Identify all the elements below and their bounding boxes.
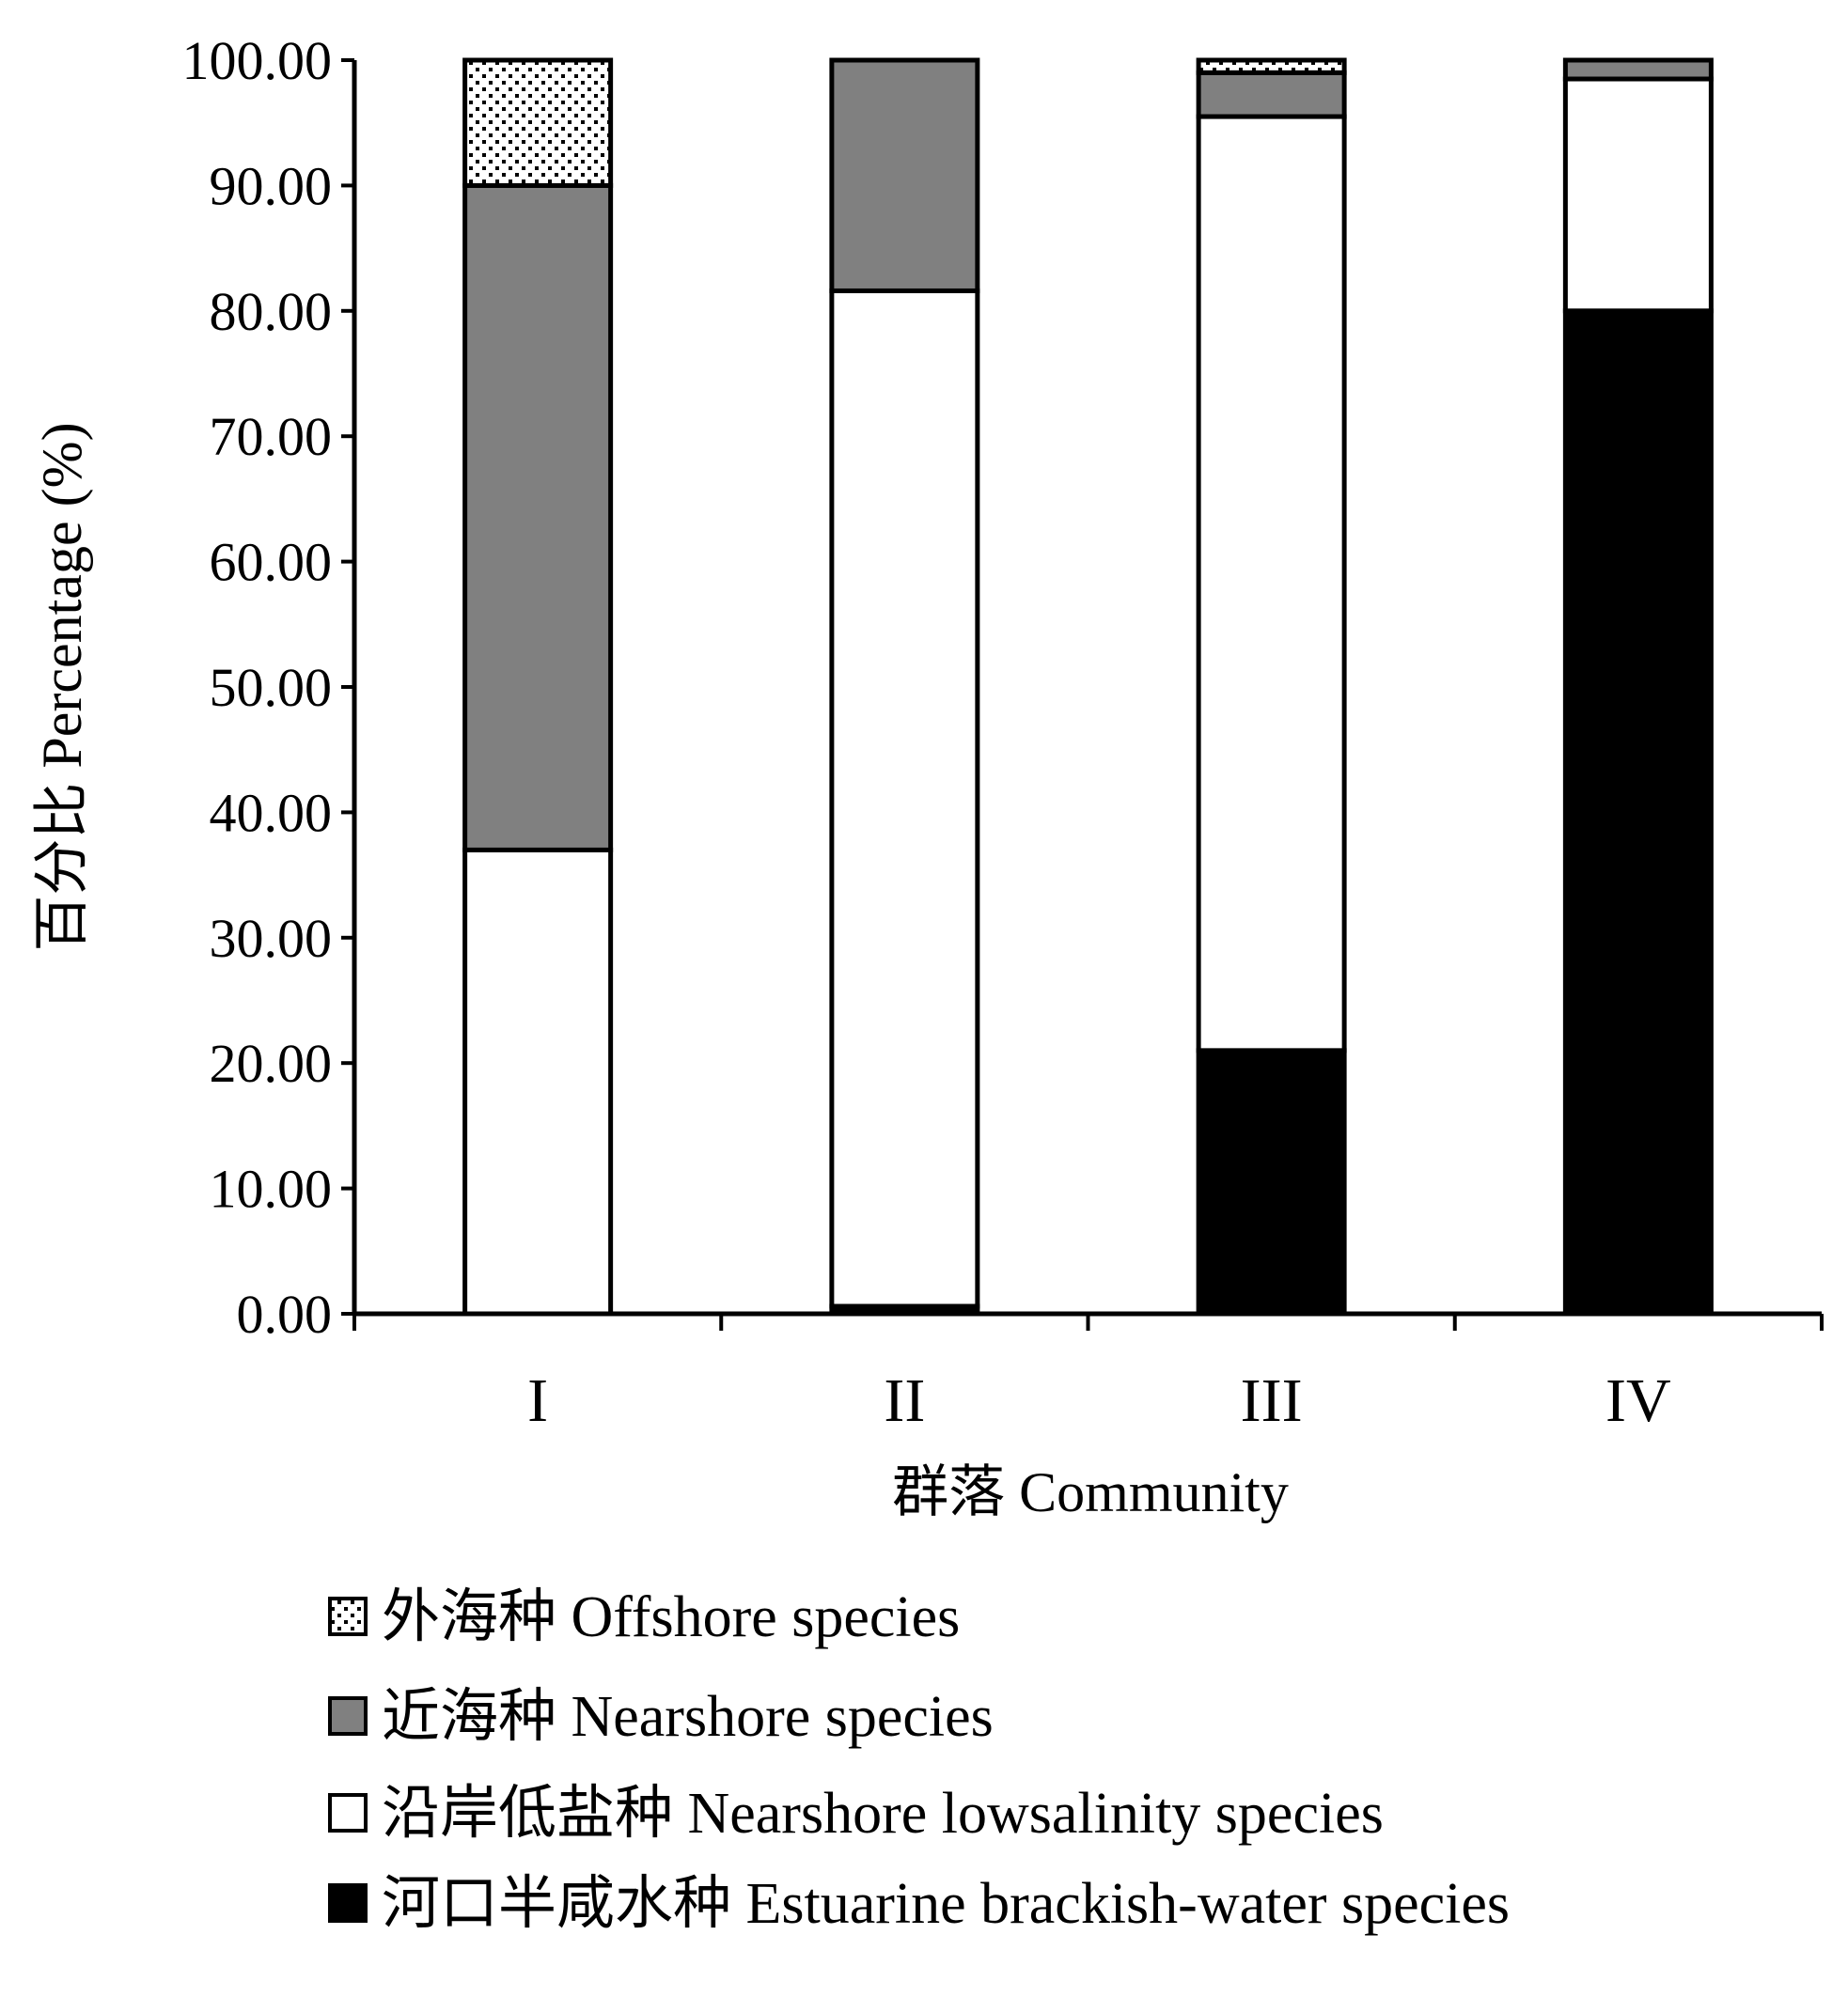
- y-tick-label: 90.00: [210, 155, 333, 216]
- legend: 外海种 Offshore species 近海种 Nearshore specie…: [328, 1585, 1510, 1936]
- bar-segment-estuarine-IV: [1562, 308, 1714, 1317]
- bar-segment-estuarine-III: [1196, 1048, 1347, 1317]
- x-tick-label: I: [527, 1366, 548, 1435]
- legend-label-lowsalinity: 沿岸低盐种 Nearshore lowsalinity species: [382, 1782, 1384, 1846]
- legend-label-estuarine: 河口半咸水种 Estuarine brackish-water species: [382, 1872, 1510, 1936]
- bar-segment-nearshore-II: [829, 57, 980, 293]
- bar-segment-nearshore-IV: [1562, 57, 1714, 82]
- y-tick-label: 80.00: [210, 281, 333, 342]
- bar-segment-nearshore-I: [462, 182, 614, 852]
- legend-swatch-estuarine: [328, 1883, 368, 1923]
- bar-segment-lowsalinity-III: [1196, 114, 1347, 1053]
- y-tick-label: 100.00: [182, 30, 333, 91]
- x-ticks: I II III IV: [352, 1314, 1824, 1435]
- y-tick-label: 40.00: [210, 782, 333, 843]
- x-axis-title: 群落 Community: [892, 1461, 1289, 1523]
- x-tick-label: IV: [1605, 1366, 1671, 1435]
- bar-segment-lowsalinity-IV: [1562, 76, 1714, 314]
- bar-segment-offshore-I: [462, 57, 614, 188]
- legend-swatch-nearshore: [328, 1696, 368, 1736]
- bars-layer: [462, 57, 1714, 1317]
- y-tick-label: 20.00: [210, 1033, 333, 1094]
- bar-segment-offshore-III: [1196, 57, 1347, 75]
- x-tick-label: II: [884, 1366, 925, 1435]
- y-tick-label: 30.00: [210, 908, 333, 969]
- legend-label-offshore: 外海种 Offshore species: [382, 1585, 960, 1649]
- legend-swatch-offshore: [328, 1597, 368, 1636]
- bar-segment-nearshore-III: [1196, 70, 1347, 119]
- y-tick-label: 70.00: [210, 406, 333, 467]
- x-tick-label: III: [1241, 1366, 1303, 1435]
- bar-segment-lowsalinity-II: [829, 288, 980, 1309]
- bar-segment-lowsalinity-I: [462, 847, 614, 1317]
- y-tick-label: 0.00: [237, 1284, 333, 1345]
- legend-label-nearshore: 近海种 Nearshore species: [382, 1685, 994, 1749]
- y-axis-title: 百分比 Percentage (%): [31, 422, 93, 951]
- legend-swatch-lowsalinity: [328, 1793, 368, 1833]
- y-tick-label: 50.00: [210, 657, 333, 718]
- y-tick-label: 10.00: [210, 1159, 333, 1220]
- y-tick-label: 60.00: [210, 532, 333, 593]
- y-ticks: 0.00 10.00 20.00 30.00 40.00 50.00 60.00 70.00 8…: [182, 30, 354, 1345]
